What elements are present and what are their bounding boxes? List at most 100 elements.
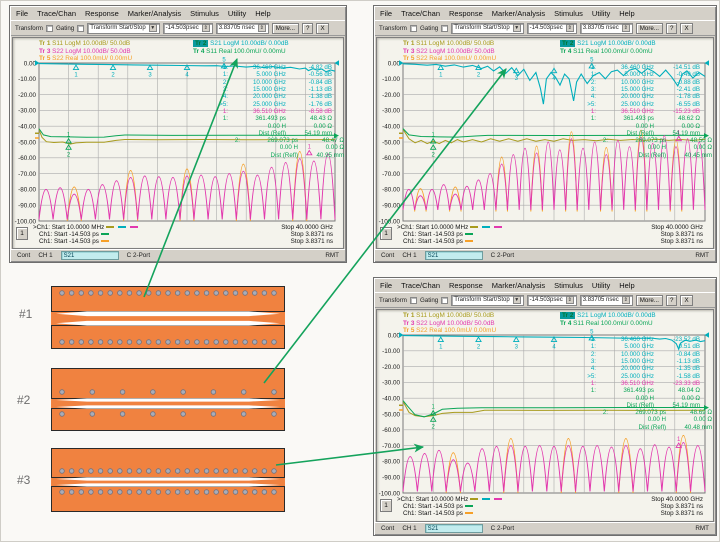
gating-checkbox[interactable] [441,296,449,304]
stop-time-spinner[interactable]: 3.83705 nsec ⇕ [215,22,269,34]
via [203,339,210,345]
legend-tag[interactable]: Tr 4 [560,47,572,55]
marker-number: 1 [439,73,443,79]
legend-tag[interactable]: Tr 4 [193,47,205,55]
legend-tag[interactable]: Tr 2 [560,40,576,47]
menu-stimulus[interactable]: Stimulus [554,281,583,290]
legend-text: S22 Real 100.0mU/ 0.00mU [414,55,497,63]
marker-num [592,152,608,159]
legend-tag[interactable]: Tr 1 [403,40,415,47]
menu-utility[interactable]: Utility [591,281,611,290]
menu-response[interactable]: Response [449,281,483,290]
transform-mode-dropdown[interactable]: Transform Start/Stop ▼ [87,22,160,34]
transform-label: Transform [379,296,407,304]
legend-tag[interactable]: Tr 2 [560,312,576,319]
transform-checkbox[interactable] [409,24,417,32]
status-measurement[interactable]: S21 [424,251,483,260]
marker-readout-table-2: 2: 269.073 ps 48.47 Ω 0.00 H 0.00 Ω Dist (Ref… [224,137,344,159]
marker-value: -23.33 dB [673,380,700,388]
menu-utility[interactable]: Utility [227,9,247,18]
channel-button[interactable]: 1 [380,499,392,512]
legend-tag[interactable]: Tr 4 [560,319,572,327]
menu-marker-analysis[interactable]: Marker/Analysis [127,9,182,18]
legend-tag[interactable]: Tr 3 [403,47,415,55]
more-button[interactable]: More... [635,22,663,34]
more-button[interactable]: More... [271,22,299,34]
stop-time-spinner[interactable]: 3.83705 nsec ⇕ [579,294,633,306]
marker-number: 3 [148,73,152,79]
legend-tag[interactable]: Tr 5 [39,55,51,63]
marker-number: 1 [432,133,436,139]
y-axis-label: -80.00 [18,187,36,194]
marker-num: 1: [222,71,228,79]
transform-mode-dropdown[interactable]: Transform Start/Stop ▼ [451,22,524,34]
transform-checkbox[interactable] [45,24,53,32]
legend-tag[interactable]: Tr 5 [403,55,415,63]
close-button[interactable]: X [680,22,693,34]
stimulus-row-2: Ch1: Start -14.503 ps [403,503,475,510]
transform-checkbox[interactable] [409,296,417,304]
menu-response[interactable]: Response [449,9,483,18]
status-measurement[interactable]: S21 [60,251,119,260]
start-time-spinner[interactable]: -14.503psec ⇕ [526,22,577,34]
menu-trace-chan[interactable]: Trace/Chan [401,281,440,290]
menu-trace-chan[interactable]: Trace/Chan [401,9,440,18]
stimulus-row-1: >Ch1: Start 10.0000 MHz [33,224,140,231]
channel-button[interactable]: 1 [16,227,28,240]
gating-checkbox[interactable] [77,24,85,32]
marker-row: 1: 36.510 GHz -23.33 dB [580,380,700,387]
menu-help[interactable]: Help [619,281,635,290]
menu-file[interactable]: File [380,281,393,290]
marker-value: 0.00 Ω [325,144,344,152]
marker-num [580,395,596,402]
trace-s11-real [38,128,336,138]
start-time-spinner[interactable]: -14.503psec ⇕ [526,294,577,306]
menu-response[interactable]: Response [85,9,119,18]
status-measurement[interactable]: S21 [424,524,483,533]
legend-tag[interactable]: Tr 1 [39,40,51,47]
help-button[interactable]: ? [302,22,314,34]
trace-s11-real [402,400,705,418]
trace-s21-logm [402,63,706,105]
green-trace-end-arrow [704,405,709,411]
marker-num: 1: [590,380,596,388]
menu-help[interactable]: Help [619,9,635,18]
menu-marker-analysis[interactable]: Marker/Analysis [491,9,546,18]
close-button[interactable]: X [680,294,693,306]
menu-file[interactable]: File [380,9,393,18]
menu-help[interactable]: Help [255,9,271,18]
start-time-spinner[interactable]: -14.503psec ⇕ [162,22,213,34]
channel-button[interactable]: 1 [380,227,392,240]
legend-row-tr-2: Tr 2 S21 LogM 10.00dB/ 0.00dB [560,312,656,320]
marker-row: >5: 25.000 GHz -1.58 dB [580,373,700,380]
via [78,339,84,345]
menu-stimulus[interactable]: Stimulus [190,9,219,18]
help-button[interactable]: ? [666,294,678,306]
via [174,339,181,345]
marker-number: 1 [677,130,681,136]
close-button[interactable]: X [316,22,329,34]
plot-window: Tr 1 S11 LogM 10.00dB/ 50.0dB Tr 3 S22 Lo… [376,309,714,522]
menu-trace-chan[interactable]: Trace/Chan [37,9,76,18]
menu-marker-analysis[interactable]: Marker/Analysis [491,281,546,290]
via [146,489,152,495]
marker-num: 4: [222,93,228,101]
marker-triangle [65,144,72,150]
legend-text: S21 LogM 10.00dB/ 0.00dB [575,40,656,47]
help-button[interactable]: ? [666,22,678,34]
stop-time-spinner[interactable]: 3.83705 nsec ⇕ [579,22,633,34]
menu-stimulus[interactable]: Stimulus [554,9,583,18]
gating-checkbox[interactable] [441,24,449,32]
marker-row: 0.00 H 0.00 Ω [212,123,332,130]
more-button[interactable]: More... [635,294,663,306]
transform-mode-dropdown[interactable]: Transform Start/Stop ▼ [451,294,524,306]
menu-file[interactable]: File [16,9,29,18]
menu-utility[interactable]: Utility [591,9,611,18]
pcb-structure-2 [51,368,285,436]
legend-tag[interactable]: Tr 3 [39,47,51,55]
legend-tag[interactable]: Tr 2 [193,40,209,47]
stimulus-start-label: Ch1: Start -14.503 ps [403,510,463,517]
marker-num: 1: [222,115,228,123]
stop-time-value: 3.83705 nsec [218,25,255,31]
